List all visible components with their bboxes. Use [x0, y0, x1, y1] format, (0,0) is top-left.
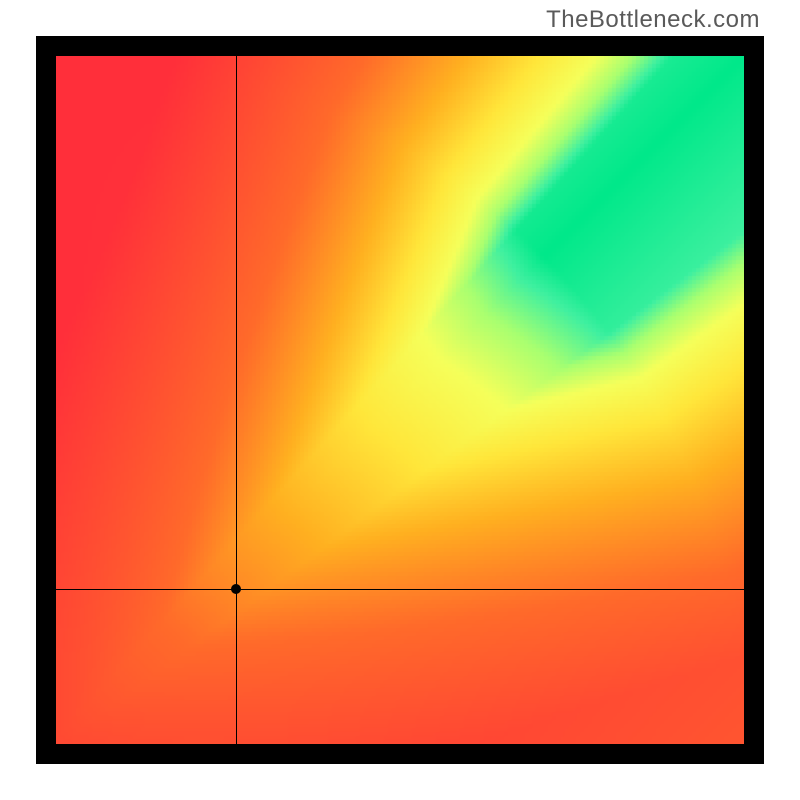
crosshair-vertical: [236, 56, 237, 744]
watermark-text: TheBottleneck.com: [546, 6, 760, 34]
bottleneck-heatmap: [56, 56, 744, 744]
marker-dot: [231, 584, 241, 594]
chart-frame: [36, 36, 764, 764]
crosshair-horizontal: [56, 589, 744, 590]
